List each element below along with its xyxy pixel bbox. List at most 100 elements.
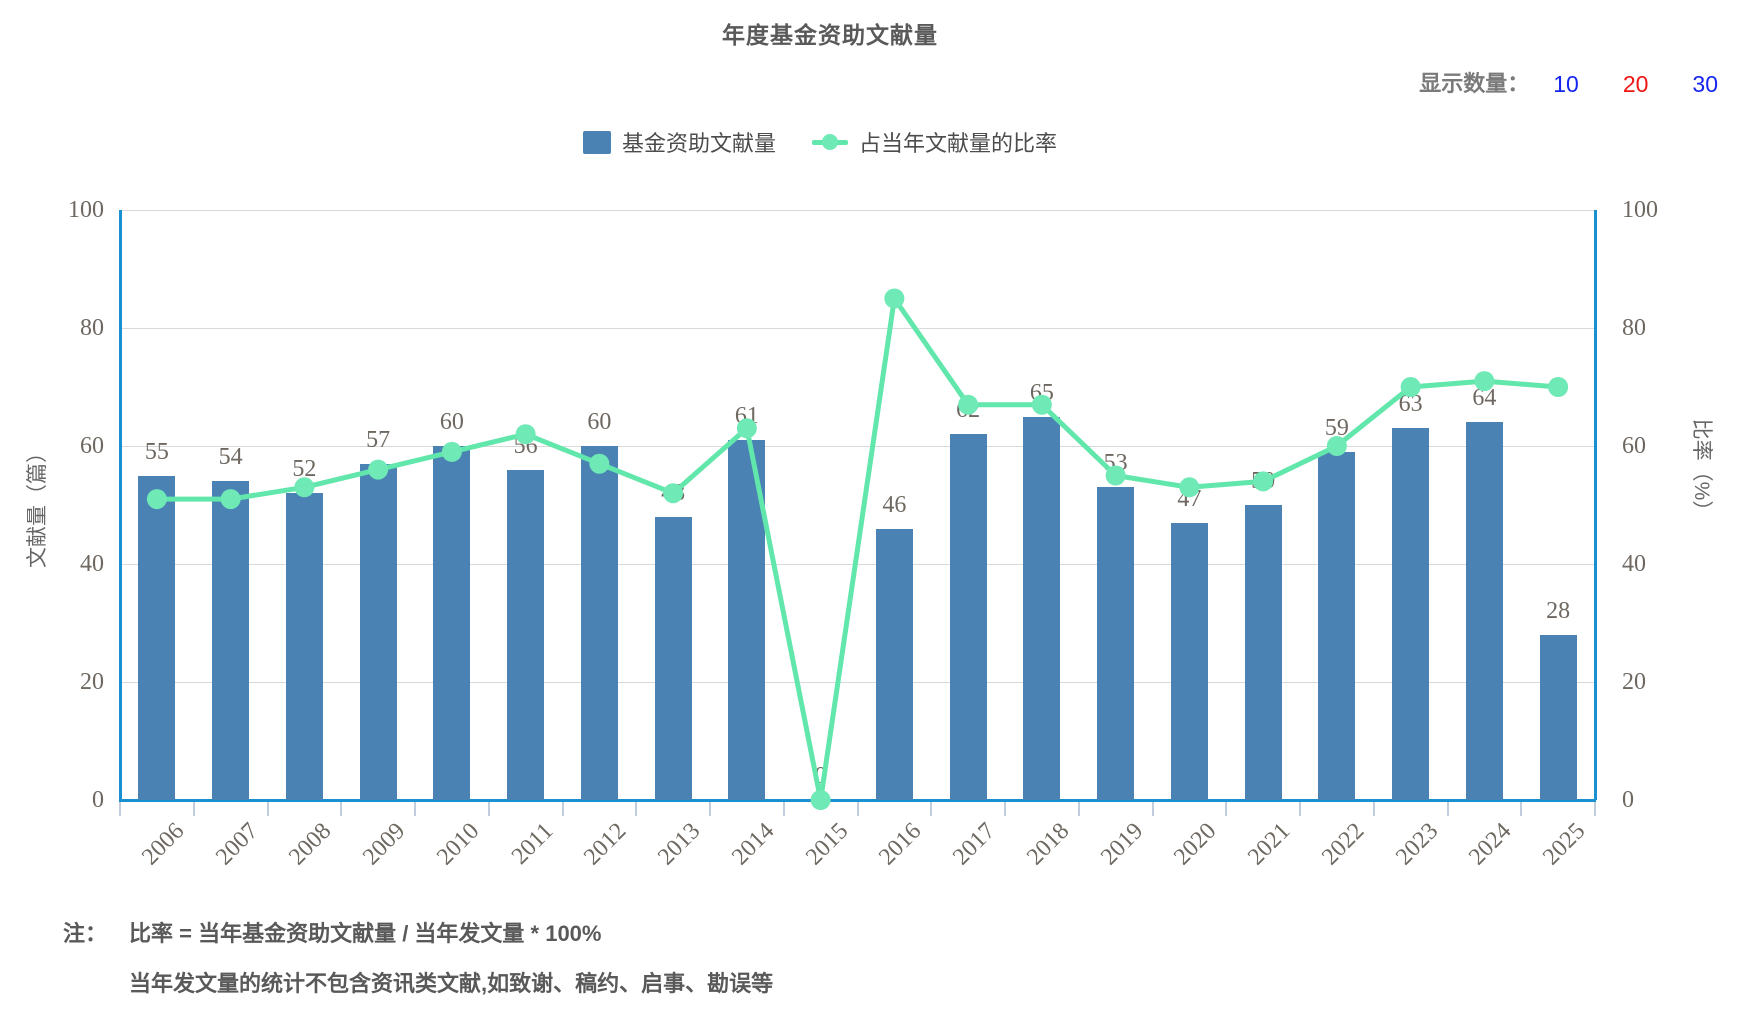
right-axis-tick-label: 80 (1622, 315, 1646, 341)
display-count-option-20[interactable]: 20 (1622, 71, 1649, 97)
bar-2014[interactable] (728, 440, 766, 800)
bar-value-label-2012: 60 (587, 409, 612, 435)
bar-2019[interactable] (1097, 487, 1135, 800)
display-count-label: 显示数量： (1419, 71, 1530, 96)
bar-2013[interactable] (654, 516, 692, 800)
right-axis-line (1594, 210, 1597, 800)
x-axis-tick (782, 802, 785, 816)
x-axis-label-2015: 2015 (800, 818, 854, 871)
ratio-point-2020[interactable] (1179, 477, 1200, 498)
x-axis-label-2017: 2017 (948, 818, 1001, 871)
bar-2017[interactable] (949, 434, 987, 800)
x-axis-tick (1225, 802, 1228, 816)
x-axis-tick (192, 802, 195, 816)
bar-2009[interactable] (359, 463, 397, 800)
x-axis-tick (1004, 802, 1006, 816)
x-axis-tick (340, 802, 343, 816)
bar-value-label-2010: 60 (439, 409, 464, 435)
x-axis-tick (1446, 802, 1449, 816)
bar-2018[interactable] (1023, 416, 1061, 800)
x-axis-label-2021: 2021 (1243, 818, 1296, 871)
left-axis-tick-label: 60 (80, 433, 104, 459)
ratio-point-2011[interactable] (515, 424, 536, 445)
legend-label-bar-series: 基金资助文献量 (621, 131, 776, 156)
ratio-point-2013[interactable] (663, 483, 684, 504)
left-axis-line (119, 210, 122, 800)
bar-2008[interactable] (285, 493, 323, 800)
ratio-point-2024[interactable] (1474, 371, 1495, 392)
ratio-point-2015[interactable] (810, 790, 831, 810)
ratio-point-2019[interactable] (1105, 465, 1126, 486)
ratio-point-2021[interactable] (1253, 471, 1274, 492)
ratio-point-2025[interactable] (1548, 377, 1569, 397)
right-axis-tick-label: 40 (1622, 551, 1646, 577)
right-axis-tick-label: 60 (1622, 433, 1646, 459)
x-axis-label-2011: 2011 (506, 818, 559, 870)
gridline (120, 682, 1595, 683)
gridline (120, 328, 1595, 329)
bar-value-label-2015: 0 (814, 763, 827, 789)
bar-2021[interactable] (1244, 505, 1282, 800)
x-axis-tick (930, 802, 933, 816)
ratio-point-2018[interactable] (1031, 394, 1052, 415)
bar-value-label-2009: 57 (366, 426, 391, 453)
x-axis-tick (561, 802, 564, 816)
bar-2024[interactable] (1465, 422, 1503, 800)
left-axis-tick-label: 20 (80, 669, 104, 695)
footnote-line-1: 比率 = 当年基金资助文献量 / 当年发文量 * 100% (129, 921, 602, 946)
ratio-point-2016[interactable] (884, 288, 905, 309)
x-axis-tick (266, 802, 269, 816)
page-title: 年度基金资助文献量 (722, 22, 938, 48)
footnote-prefix: 注： (63, 921, 108, 946)
x-axis-label-2013: 2013 (653, 818, 706, 871)
bar-value-label-2007: 54 (218, 444, 243, 471)
x-axis-tick (1372, 802, 1375, 816)
legend-label-line-series: 占当年文献量的比率 (859, 131, 1058, 156)
bar-value-label-2006: 55 (144, 438, 169, 465)
bar-2011[interactable] (507, 469, 545, 800)
display-count-selector: 显示数量： 10 20 30 (1419, 70, 1718, 98)
ratio-point-2009[interactable] (368, 459, 389, 480)
bar-2006[interactable] (138, 475, 176, 800)
chart-footnote: 注： 比率 = 当年基金资助文献量 / 当年发文量 * 100% 当年发文量的统… (63, 920, 773, 1020)
ratio-point-2022[interactable] (1326, 436, 1347, 456)
footnote-lines: 比率 = 当年基金资助文献量 / 当年发文量 * 100% 当年发文量的统计不包… (129, 920, 773, 1020)
x-axis-tick (414, 802, 416, 816)
ratio-point-2023[interactable] (1400, 377, 1421, 397)
bar-2016[interactable] (875, 528, 913, 800)
ratio-point-2006[interactable] (146, 489, 167, 510)
x-axis-tick (119, 802, 121, 816)
bar-2012[interactable] (580, 446, 618, 800)
legend-item-line-series[interactable]: 占当年文献量的比率 (812, 126, 1057, 158)
x-axis-label-2008: 2008 (284, 818, 337, 871)
ratio-point-2014[interactable] (736, 418, 757, 439)
ratio-point-2012[interactable] (589, 453, 610, 474)
left-axis-tick-label: 100 (68, 197, 104, 223)
x-axis-tick (856, 802, 859, 816)
display-count-option-30[interactable]: 30 (1692, 71, 1718, 97)
ratio-point-2007[interactable] (220, 489, 241, 510)
x-axis-tick (1594, 802, 1596, 816)
bar-2023[interactable] (1392, 428, 1430, 800)
ratio-point-2008[interactable] (294, 477, 315, 498)
x-axis-label-2023: 2023 (1390, 818, 1444, 871)
x-axis-tick (709, 802, 711, 816)
bar-2020[interactable] (1170, 522, 1208, 800)
legend-item-bar-series[interactable]: 基金资助文献量 (582, 126, 776, 158)
right-axis-tick-label: 100 (1622, 197, 1658, 223)
x-axis-label-2022: 2022 (1316, 818, 1370, 871)
bar-value-label-2025: 28 (1546, 597, 1571, 624)
bar-2025[interactable] (1539, 634, 1577, 800)
x-axis-label-2010: 2010 (431, 818, 485, 871)
legend: 基金资助文献量 占当年文献量的比率 (0, 126, 1640, 158)
display-count-option-10[interactable]: 10 (1553, 71, 1579, 97)
x-axis-label-2025: 2025 (1538, 818, 1591, 871)
gridline (120, 564, 1595, 565)
bar-2007[interactable] (212, 481, 250, 800)
bar-2022[interactable] (1318, 451, 1356, 800)
ratio-point-2010[interactable] (441, 441, 462, 462)
ratio-point-2017[interactable] (958, 394, 979, 415)
x-axis-label-2014: 2014 (726, 818, 780, 871)
bar-2010[interactable] (433, 446, 471, 800)
x-axis-tick (635, 802, 638, 816)
